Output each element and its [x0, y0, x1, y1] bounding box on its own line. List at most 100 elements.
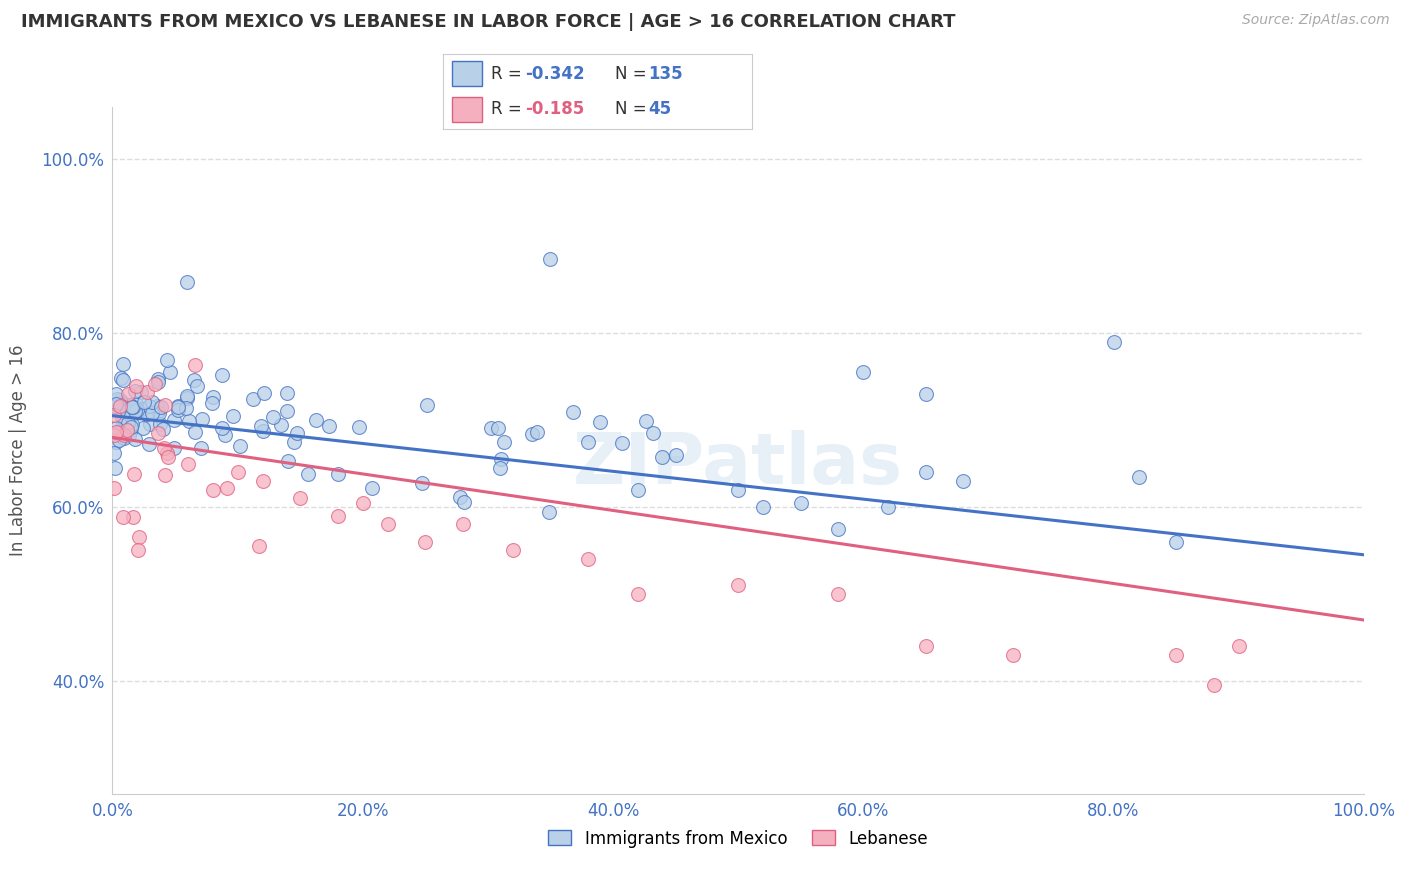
Point [538, 252, 561, 267]
Point [285, 425, 308, 440]
Point [110, 370, 132, 384]
Point [148, 425, 170, 440]
Point [202, 390, 225, 404]
Point [634, 414, 657, 428]
Point [915, 465, 938, 479]
Point [589, 415, 612, 429]
Point [1227, 639, 1250, 653]
Point [117, 387, 139, 401]
Point [494, 435, 516, 450]
Point [479, 421, 502, 435]
Point [156, 352, 179, 367]
Point [125, 378, 148, 392]
Point [326, 467, 349, 482]
Point [111, 416, 134, 430]
Point [124, 403, 146, 417]
Point [146, 400, 169, 414]
Point [1202, 678, 1225, 692]
Point [211, 368, 233, 382]
Text: N =: N = [614, 65, 651, 83]
Point [121, 417, 143, 432]
Text: Source: ZipAtlas.com: Source: ZipAtlas.com [1241, 13, 1389, 28]
Point [304, 413, 326, 427]
Point [176, 275, 198, 289]
Point [347, 420, 370, 434]
Point [1164, 648, 1187, 662]
Point [107, 434, 129, 448]
Point [651, 450, 673, 464]
Point [103, 402, 125, 417]
Point [1102, 334, 1125, 349]
Point [112, 397, 135, 411]
Text: R =: R = [491, 65, 527, 83]
Point [108, 399, 131, 413]
Point [451, 517, 474, 532]
Point [112, 413, 135, 427]
Point [627, 483, 650, 497]
Point [104, 399, 127, 413]
FancyBboxPatch shape [453, 62, 481, 87]
Point [214, 428, 236, 442]
Point [163, 442, 186, 456]
Point [790, 495, 813, 509]
Point [125, 397, 148, 411]
Point [827, 522, 849, 536]
Point [103, 409, 125, 423]
Point [145, 377, 167, 392]
Point [411, 475, 433, 490]
Point [1002, 648, 1025, 662]
Point [105, 387, 128, 401]
Y-axis label: In Labor Force | Age > 16: In Labor Force | Age > 16 [10, 344, 27, 557]
Point [252, 424, 274, 438]
Point [186, 379, 208, 393]
Point [247, 539, 270, 553]
Point [627, 587, 650, 601]
Point [576, 552, 599, 566]
Point [120, 419, 142, 434]
Point [104, 397, 127, 411]
Point [104, 425, 127, 440]
Point [136, 385, 159, 400]
Point [138, 399, 160, 413]
Point [122, 467, 145, 481]
Point [110, 405, 132, 419]
Point [297, 467, 319, 482]
Point [727, 578, 749, 592]
Point [111, 409, 134, 424]
Point [124, 384, 146, 398]
Point [156, 446, 179, 460]
Point [1128, 469, 1150, 483]
Point [489, 460, 512, 475]
Point [153, 441, 176, 455]
Point [146, 376, 169, 390]
Point [148, 372, 170, 386]
Point [108, 393, 131, 408]
Point [152, 422, 174, 436]
Point [167, 401, 190, 415]
Point [105, 421, 128, 435]
Point [179, 414, 201, 428]
Point [141, 395, 163, 409]
Point [250, 418, 273, 433]
Point [377, 517, 399, 532]
Point [526, 425, 548, 440]
Point [117, 403, 139, 417]
Point [135, 407, 157, 421]
Point [166, 402, 188, 417]
Point [159, 365, 181, 379]
Point [108, 425, 131, 439]
Point [104, 435, 127, 450]
Point [641, 426, 664, 441]
Point [561, 405, 583, 419]
Point [211, 421, 233, 435]
Point [156, 450, 179, 464]
Point [104, 461, 127, 475]
Point [103, 400, 125, 414]
Point [183, 374, 205, 388]
Text: 135: 135 [648, 65, 683, 83]
Point [121, 400, 143, 414]
Point [138, 437, 160, 451]
Point [167, 399, 190, 413]
Point [664, 448, 686, 462]
Point [915, 387, 938, 401]
